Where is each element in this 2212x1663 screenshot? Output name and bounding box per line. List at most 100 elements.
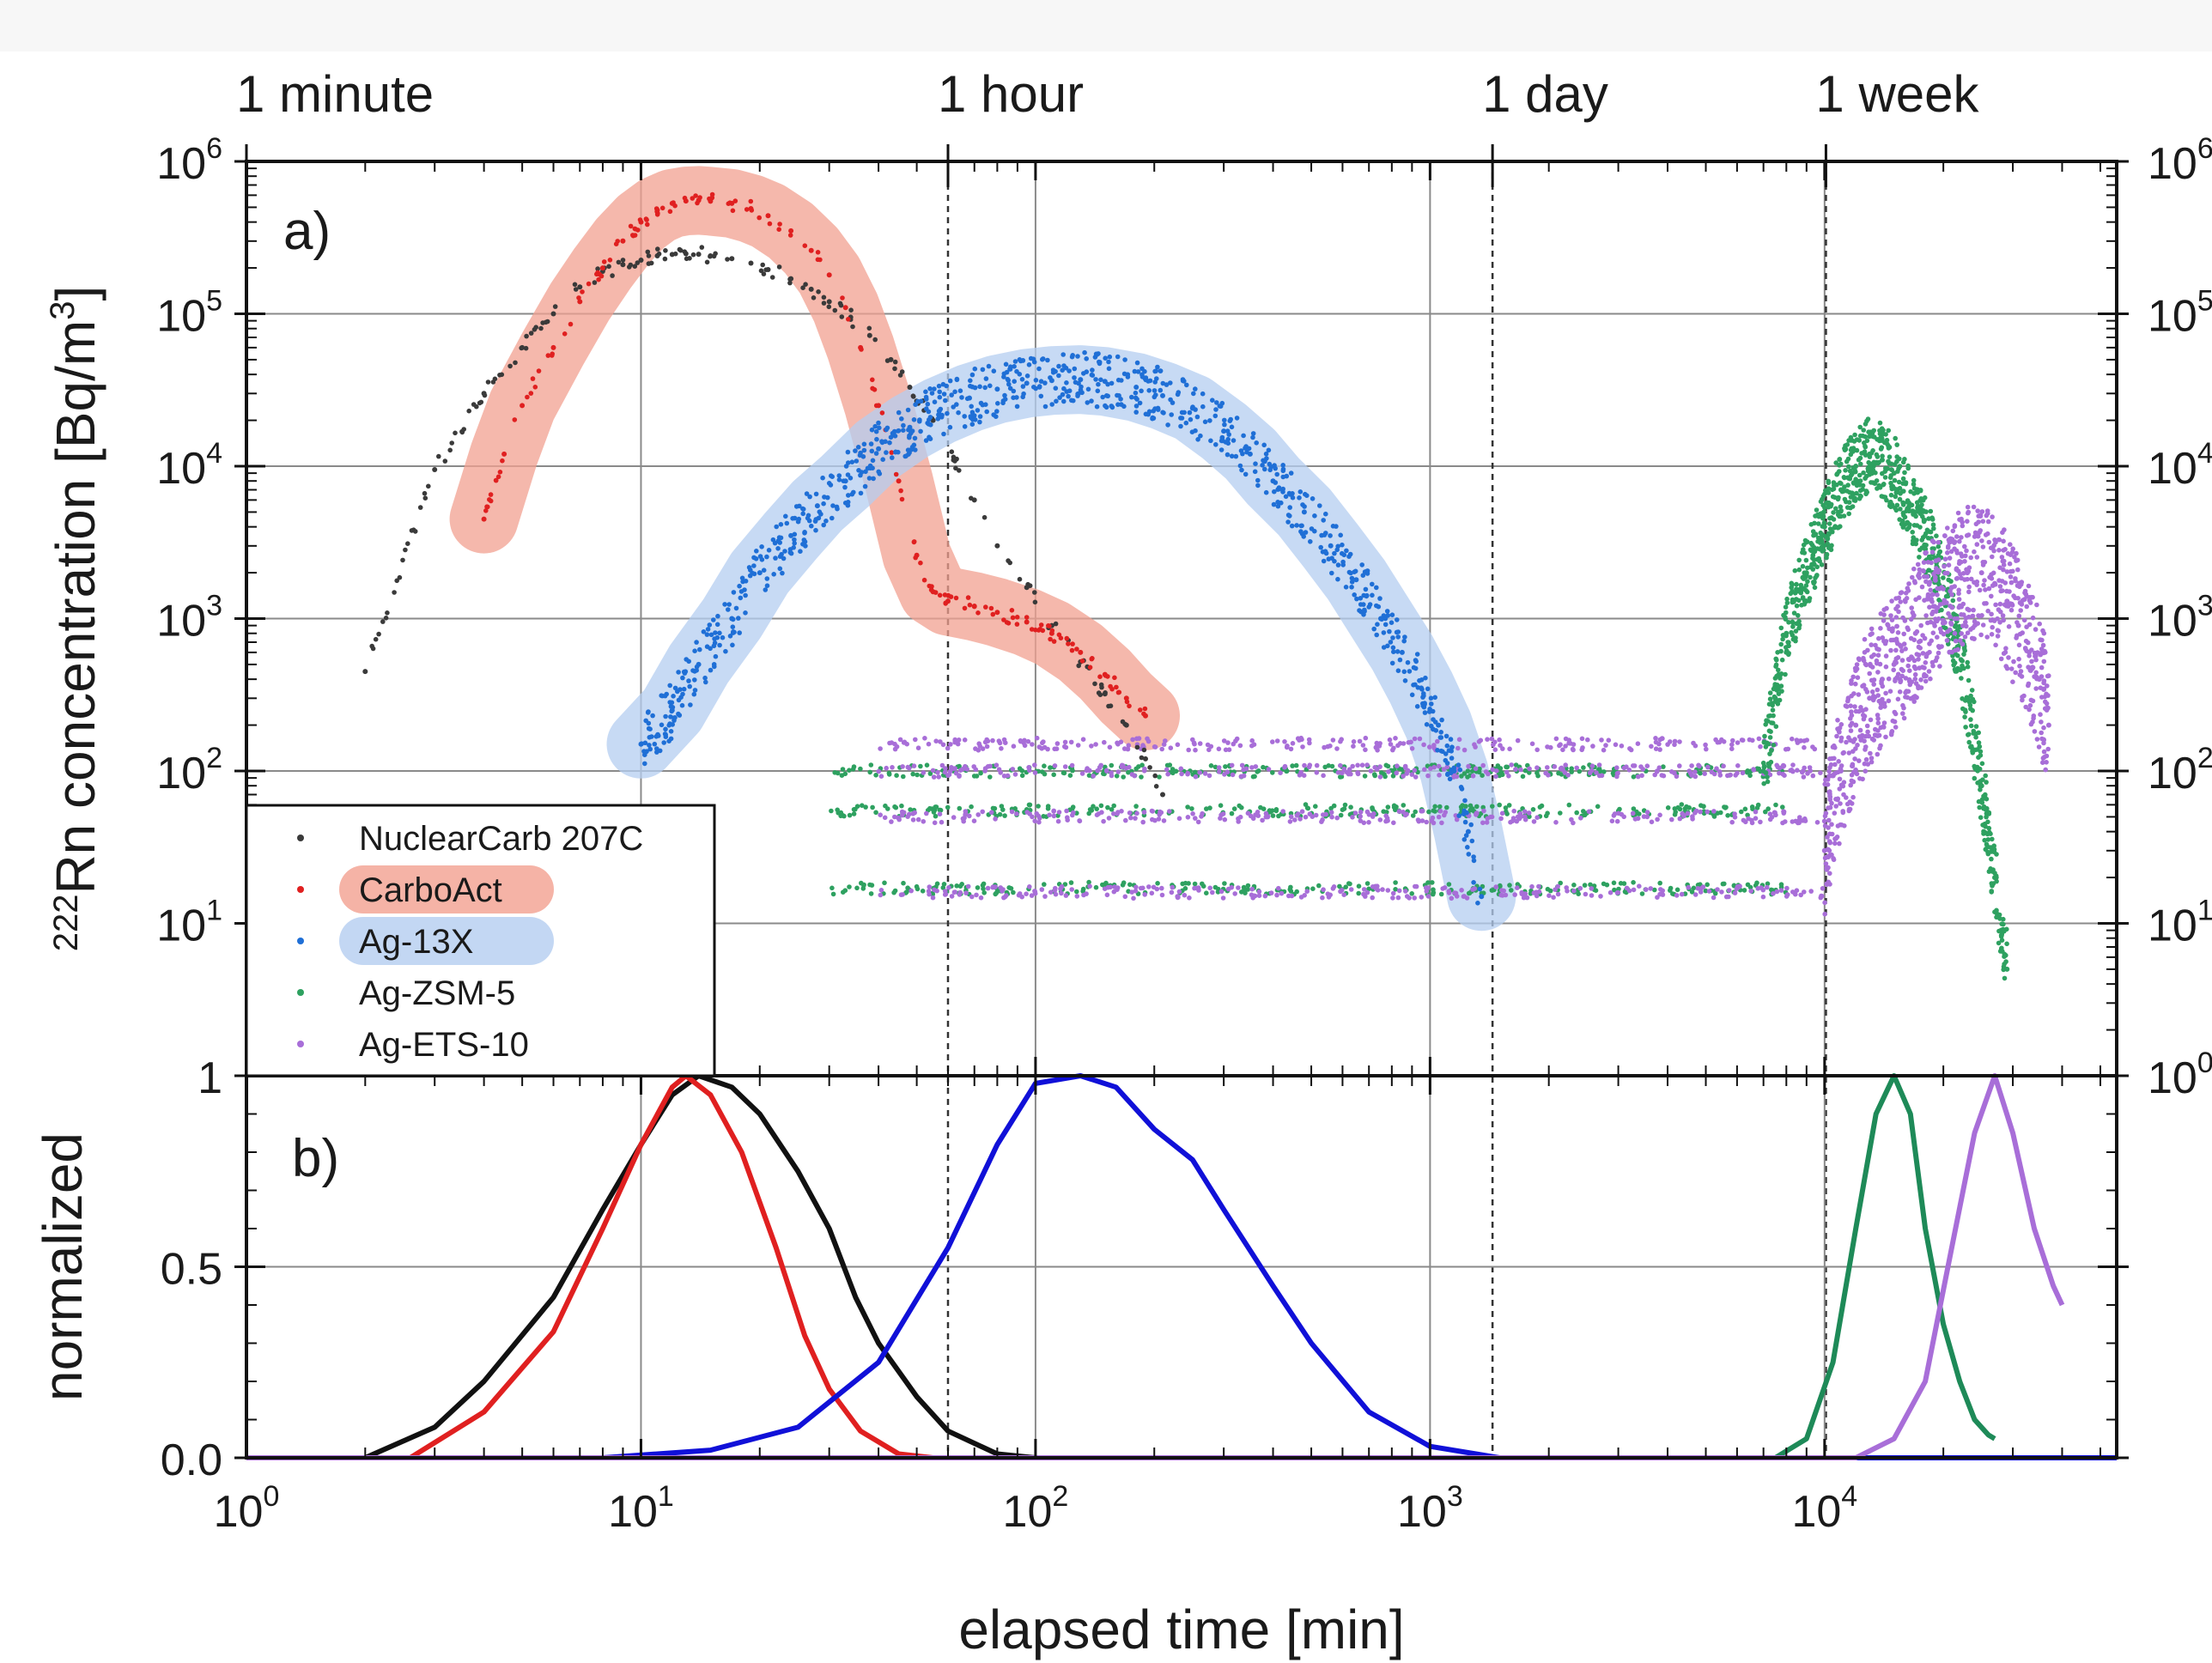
- data-point: [962, 605, 968, 611]
- baseline-dot: [1657, 891, 1662, 897]
- baseline-dot: [1531, 819, 1537, 824]
- data-point: [918, 428, 923, 434]
- baseline-dot: [1377, 764, 1382, 769]
- baseline-dot: [1455, 745, 1461, 751]
- baseline-dot: [1202, 771, 1208, 776]
- baseline-dot: [1686, 768, 1692, 774]
- data-point: [1800, 596, 1806, 601]
- baseline-dot: [1109, 762, 1115, 768]
- data-point: [1827, 765, 1832, 770]
- baseline-dot: [990, 884, 995, 890]
- baseline-dot: [1231, 806, 1237, 811]
- baseline-dot: [1320, 895, 1325, 901]
- baseline-dot: [1589, 763, 1595, 768]
- baseline-dot: [997, 811, 1003, 817]
- data-point: [1838, 822, 1843, 828]
- baseline-dot: [1692, 892, 1698, 897]
- data-point: [2004, 665, 2010, 671]
- baseline-dot: [1391, 820, 1396, 826]
- data-point: [1980, 622, 1986, 628]
- baseline-dot: [1331, 884, 1337, 889]
- baseline-dot: [1136, 764, 1141, 769]
- baseline-dot: [1233, 738, 1238, 743]
- data-point: [1014, 622, 1020, 627]
- data-point: [2016, 613, 2022, 619]
- data-point: [2039, 695, 2045, 700]
- baseline-dot: [1426, 809, 1431, 815]
- baseline-dot: [1717, 739, 1723, 745]
- data-point: [1012, 379, 1017, 385]
- data-point: [1941, 586, 1946, 592]
- data-point: [383, 616, 389, 621]
- data-point: [1825, 782, 1831, 787]
- baseline-dot: [1377, 774, 1383, 780]
- baseline-dot: [1011, 889, 1016, 895]
- data-point: [743, 579, 749, 584]
- data-point: [1983, 587, 1988, 592]
- data-point: [1849, 681, 1854, 686]
- baseline-dot: [1293, 762, 1299, 768]
- baseline-dot: [1601, 747, 1607, 753]
- data-point: [1779, 657, 1785, 663]
- baseline-dot: [1769, 815, 1775, 820]
- data-point: [873, 428, 879, 434]
- baseline-dot: [1216, 765, 1222, 770]
- data-point: [809, 523, 814, 529]
- data-point: [1860, 776, 1865, 782]
- data-point: [2027, 622, 2033, 628]
- data-point: [1861, 470, 1866, 476]
- data-point: [845, 472, 851, 477]
- baseline-dot: [1453, 890, 1459, 896]
- baseline-dot: [1104, 768, 1109, 774]
- baseline-dot: [1672, 812, 1678, 817]
- data-point: [943, 398, 948, 404]
- data-point: [487, 497, 492, 502]
- baseline-dot: [1428, 766, 1433, 771]
- data-point: [1873, 470, 1878, 476]
- data-point: [1852, 467, 1857, 473]
- data-point: [1012, 359, 1018, 364]
- data-point: [1849, 720, 1855, 726]
- baseline-dot: [1321, 773, 1326, 779]
- baseline-dot: [933, 804, 939, 810]
- baseline-dot: [1352, 810, 1358, 816]
- baseline-dot: [1693, 808, 1699, 814]
- data-point: [1972, 533, 1978, 538]
- baseline-dot: [1423, 885, 1429, 890]
- baseline-dot: [1655, 768, 1660, 774]
- baseline-dot: [1278, 770, 1283, 775]
- baseline-dot: [1328, 743, 1333, 749]
- data-point: [1895, 696, 1901, 702]
- baseline-dot: [1679, 891, 1685, 897]
- baseline-dot: [1571, 742, 1577, 747]
- data-point: [1276, 486, 1282, 492]
- data-point: [1973, 734, 1978, 740]
- data-point: [1822, 505, 1827, 510]
- data-point: [759, 557, 765, 562]
- data-point: [1974, 555, 1980, 560]
- data-point: [1381, 630, 1387, 635]
- data-point: [1986, 539, 1992, 545]
- data-point: [1892, 477, 1898, 483]
- data-point: [1863, 491, 1869, 497]
- data-point: [962, 424, 968, 429]
- data-point: [1821, 548, 1826, 553]
- data-point: [1884, 466, 1890, 471]
- data-point: [1040, 356, 1046, 361]
- baseline-dot: [1118, 739, 1124, 744]
- data-point: [1820, 494, 1826, 499]
- data-point: [2044, 691, 2049, 697]
- data-point: [1097, 359, 1102, 365]
- baseline-dot: [942, 892, 948, 897]
- data-point: [846, 493, 851, 498]
- data-point: [1833, 804, 1838, 809]
- baseline-dot: [1080, 737, 1086, 742]
- data-point: [1477, 886, 1483, 892]
- baseline-dot: [1492, 747, 1498, 752]
- data-point: [1857, 727, 1863, 733]
- data-point: [638, 219, 644, 225]
- data-point: [643, 718, 648, 724]
- data-point: [1968, 576, 1974, 582]
- data-point: [1329, 570, 1334, 576]
- baseline-dot: [971, 818, 977, 823]
